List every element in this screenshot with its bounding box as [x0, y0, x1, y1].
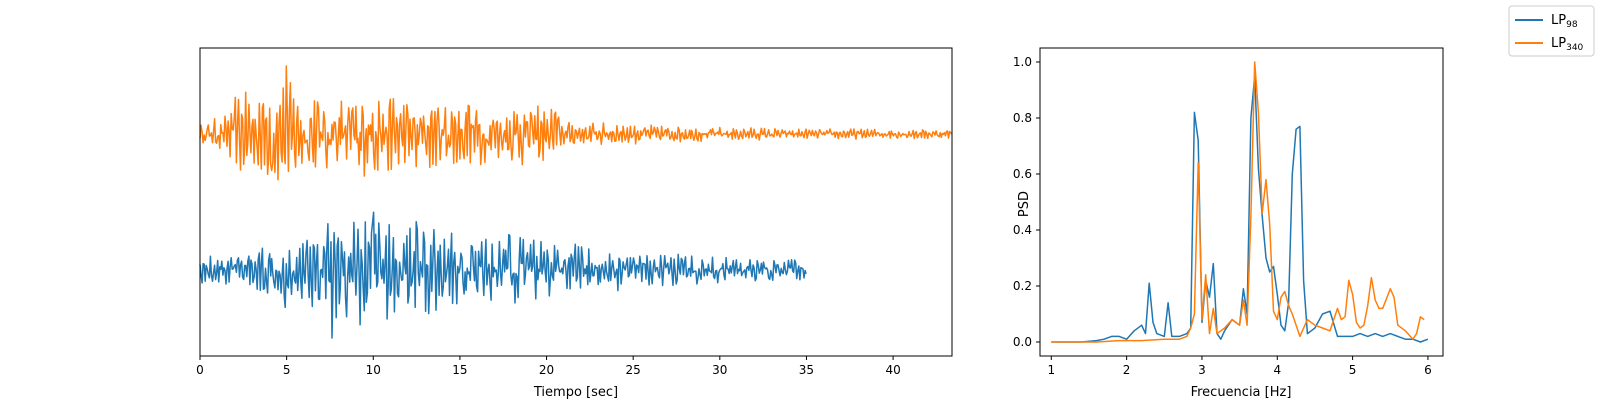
time-x-tick-label: 40 — [885, 363, 900, 377]
psd-x-tick-label: 3 — [1198, 363, 1206, 377]
psd-x-tick-label: 6 — [1424, 363, 1432, 377]
psd-y-tick-label: 0.6 — [1013, 167, 1032, 181]
psd-y-ticks: 0.0 0.2 0.4 0.6 0.8 1.0 — [1013, 55, 1040, 349]
time-x-axis-label: Tiempo [sec] — [533, 385, 618, 400]
time-x-tick-label: 35 — [799, 363, 814, 377]
psd-series-lp98 — [1051, 75, 1429, 343]
time-x-tick-label: 30 — [712, 363, 727, 377]
psd-x-ticks: 1 2 3 4 5 6 — [1047, 356, 1432, 377]
time-series-lp98 — [199, 211, 807, 339]
time-series-lp340 — [199, 65, 953, 181]
psd-series-lp340 — [1051, 61, 1425, 343]
psd-y-tick-label: 0.4 — [1013, 223, 1032, 237]
time-series-lines — [199, 65, 953, 339]
time-x-tick-label: 0 — [196, 363, 204, 377]
psd-x-tick-label: 4 — [1273, 363, 1281, 377]
legend: LP98 LP340 — [1508, 5, 1595, 57]
psd-y-axis-label: PSD — [1017, 191, 1032, 217]
time-x-tick-label: 5 — [283, 363, 291, 377]
time-x-tick-label: 25 — [626, 363, 641, 377]
time-x-tick-label: 15 — [452, 363, 467, 377]
time-series-panel: 0 5 10 15 20 25 30 35 40 Tiempo [sec] — [196, 47, 953, 400]
psd-x-tick-label: 1 — [1047, 363, 1055, 377]
time-x-tick-label: 10 — [366, 363, 381, 377]
legend-item-lp340: LP340 — [1515, 36, 1584, 53]
psd-x-tick-label: 5 — [1349, 363, 1357, 377]
time-x-tick-label: 20 — [539, 363, 554, 377]
legend-item-lp98: LP98 — [1515, 13, 1578, 30]
time-x-ticks: 0 5 10 15 20 25 30 35 40 — [196, 356, 901, 377]
psd-frame — [1039, 47, 1444, 357]
time-series-frame — [199, 47, 953, 357]
psd-x-tick-label: 2 — [1123, 363, 1131, 377]
psd-y-tick-label: 0.2 — [1013, 279, 1032, 293]
psd-panel: 1 2 3 4 5 6 0.0 0.2 0.4 0.6 0.8 1.0 Frecuencia [Hz… — [1013, 47, 1444, 400]
psd-y-tick-label: 1.0 — [1013, 55, 1032, 69]
psd-lines — [1051, 61, 1429, 343]
psd-y-tick-label: 0.8 — [1013, 111, 1032, 125]
psd-x-axis-label: Frecuencia [Hz] — [1191, 385, 1292, 400]
psd-y-tick-label: 0.0 — [1013, 335, 1032, 349]
legend-label-lp98: LP98 — [1551, 13, 1578, 30]
legend-label-lp340: LP340 — [1551, 36, 1584, 53]
